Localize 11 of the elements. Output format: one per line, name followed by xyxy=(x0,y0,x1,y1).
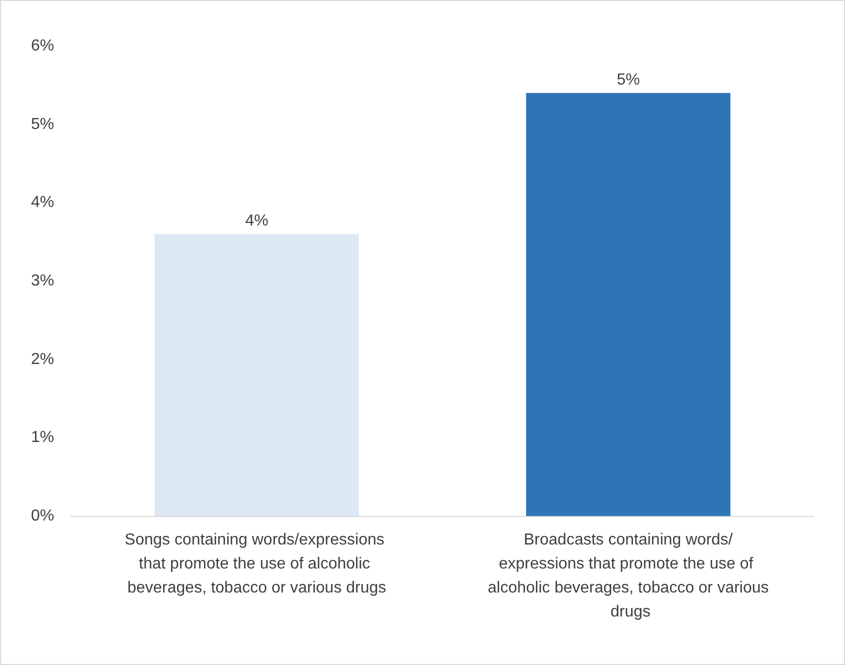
data-label: 5% xyxy=(616,72,640,88)
y-tick-label: 5% xyxy=(31,116,54,133)
x-tick-label: Broadcasts containing words/expressions that promote the use of alcoholic beverages, tobacco or various drugs xyxy=(488,532,769,620)
x-tick-label: Songs containing words/expressions that promote the use of alcoholic beverages, tobacco or various drugs xyxy=(124,532,389,596)
y-tick-label: 0% xyxy=(31,508,54,524)
y-tick-label: 2% xyxy=(31,350,54,368)
y-tick-label: 4% xyxy=(31,194,54,212)
y-tick-label: 6% xyxy=(31,38,54,54)
y-tick-label: 3% xyxy=(31,272,54,290)
data-label: 4% xyxy=(245,212,268,230)
y-tick-label: 1% xyxy=(31,429,54,446)
